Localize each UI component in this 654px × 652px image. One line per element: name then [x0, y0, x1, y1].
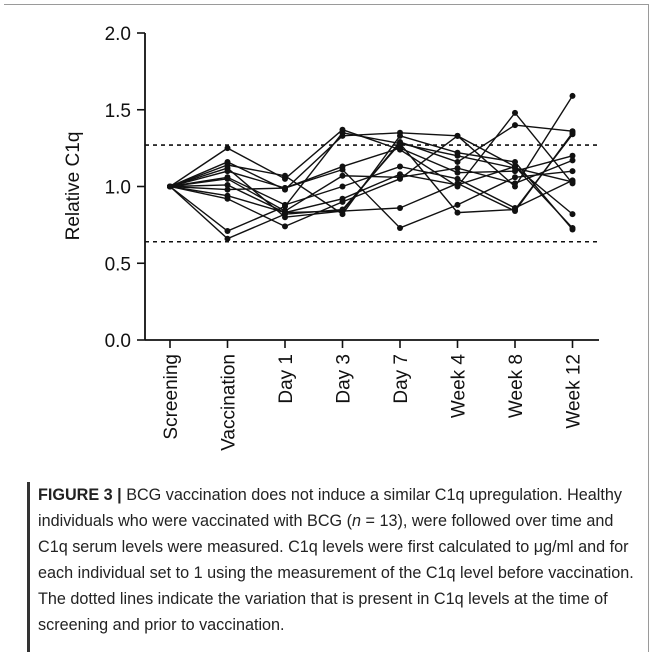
data-point [282, 185, 288, 192]
x-tick-label: Day 1 [276, 354, 297, 404]
data-point [339, 183, 346, 190]
series-lines [167, 92, 576, 242]
data-point [512, 122, 518, 129]
data-point [569, 211, 576, 218]
data-point [397, 175, 403, 182]
series-line [169, 111, 574, 188]
series-line [169, 142, 573, 240]
data-point [282, 223, 288, 230]
figure-label: FIGURE 3 | [38, 486, 122, 504]
data-point [224, 181, 231, 188]
data-point [339, 198, 346, 205]
caption-n: n [352, 512, 362, 530]
series-line [169, 135, 574, 229]
y-tick-label: 0.0 [105, 331, 131, 352]
data-point [397, 171, 403, 178]
data-point [282, 203, 288, 210]
data-point [224, 186, 231, 193]
data-point [224, 228, 231, 235]
data-point [569, 157, 576, 164]
data-point [512, 180, 518, 187]
data-point [282, 172, 288, 179]
data-point [224, 195, 231, 202]
data-point [512, 174, 518, 181]
data-point [454, 209, 461, 216]
data-point [454, 165, 461, 172]
data-point [512, 109, 518, 116]
data-point [454, 152, 461, 159]
data-point [397, 140, 403, 147]
data-point [339, 129, 346, 136]
data-point [569, 168, 576, 175]
x-tick-label: Week 4 [449, 354, 470, 419]
x-tick-label: Screening [161, 354, 182, 440]
data-point [512, 206, 518, 213]
data-point [569, 131, 576, 138]
reference-lines [145, 144, 599, 243]
data-point [454, 158, 461, 165]
x-tick-label: Day 7 [391, 354, 412, 404]
series-line [169, 135, 574, 230]
data-point [454, 201, 461, 208]
data-point [397, 163, 403, 170]
data-point [454, 175, 461, 182]
data-point [167, 183, 173, 190]
data-point [454, 180, 461, 187]
data-point [339, 166, 346, 173]
figure-caption: FIGURE 3 | BCG vaccination does not indu… [38, 482, 634, 638]
y-axis-label: Relative C1q [63, 132, 84, 241]
data-point [282, 211, 288, 218]
series-line [169, 132, 574, 214]
data-point [454, 169, 461, 176]
series-line [169, 132, 574, 232]
data-point [512, 165, 518, 172]
data-point [397, 145, 403, 152]
data-point [339, 206, 346, 213]
caption-text-b: = 13), were followed over time and C1q s… [38, 512, 634, 634]
data-point [454, 132, 461, 139]
data-point [569, 224, 576, 231]
series-line [169, 168, 573, 229]
series-line [169, 147, 573, 189]
data-point [512, 158, 518, 165]
y-tick-label: 1.5 [105, 101, 131, 122]
y-ticks: 0.0 0.5 1.0 1.5 2.0 [105, 24, 145, 352]
data-point [224, 235, 231, 242]
data-point [224, 168, 231, 175]
y-tick-label: 2.0 [105, 24, 131, 45]
caption-text-a: Healthy individuals who were vaccinated … [38, 486, 622, 530]
data-point [397, 132, 403, 139]
x-tick-label: Vaccination [219, 354, 240, 451]
data-point [397, 224, 403, 231]
x-tick-label: Week 12 [564, 354, 585, 429]
data-point [397, 204, 403, 211]
caption-title: BCG vaccination does not induce a simila… [126, 486, 563, 504]
data-point [224, 145, 231, 152]
caption-rule [27, 482, 30, 652]
y-tick-label: 1.0 [105, 178, 131, 199]
x-ticks: Screening Vaccination Day 1 Day 3 Day 7 Week … [161, 340, 585, 451]
data-point [339, 172, 346, 179]
data-point [569, 178, 576, 185]
data-point [224, 175, 231, 182]
y-tick-label: 0.5 [105, 254, 131, 275]
data-point [569, 152, 576, 159]
x-tick-label: Week 8 [506, 354, 527, 418]
line-chart: 0.0 0.5 1.0 1.5 2.0 Screening Vaccination Day … [63, 24, 599, 451]
x-tick-label: Day 3 [334, 354, 355, 404]
figure-frame [4, 4, 649, 652]
data-point [569, 92, 576, 99]
